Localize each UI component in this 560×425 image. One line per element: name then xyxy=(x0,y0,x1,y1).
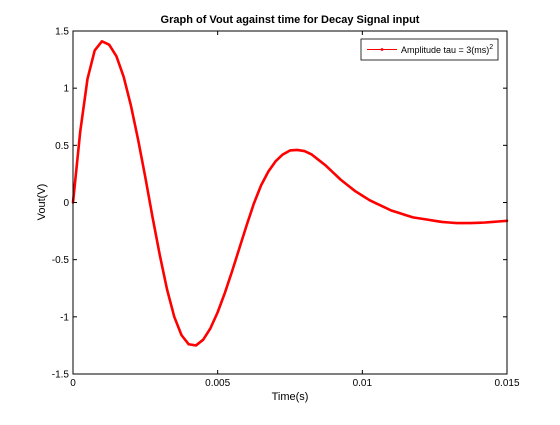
y-tick-label: -0.5 xyxy=(52,255,70,266)
x-tick-label: 0.01 xyxy=(353,378,373,389)
series-layer xyxy=(71,39,509,347)
legend-entry-label: Amplitude tau = 3(ms)2 xyxy=(401,44,493,55)
y-tick-label: 0.5 xyxy=(55,141,69,152)
y-tick-label: -1 xyxy=(60,312,69,323)
ticks-layer: 0 0.005 0.01 0.015 -1.5 -1 -0.5 0 0.5 1 1.5 xyxy=(52,27,520,390)
y-axis-label: Vout(V) xyxy=(36,184,48,221)
x-axis-label: Time(s) xyxy=(272,391,309,403)
y-tick-label: -1.5 xyxy=(52,370,70,381)
y-tick-label: 0 xyxy=(63,198,69,209)
legend-entry-superscript: 2 xyxy=(489,44,493,51)
y-tick-label: 1.5 xyxy=(55,27,69,38)
x-tick-label: 0 xyxy=(70,378,76,389)
legend: Amplitude tau = 3(ms)2 xyxy=(360,38,499,61)
x-tick-label: 0.005 xyxy=(205,378,230,389)
legend-marker xyxy=(380,48,384,51)
legend-entry-text: Amplitude tau = 3(ms) xyxy=(401,45,489,55)
x-tick-label: 0.015 xyxy=(494,378,519,389)
series-line-0 xyxy=(71,39,509,347)
legend-box xyxy=(360,38,499,61)
plot-background xyxy=(73,31,507,374)
chart-title: Graph of Vout against time for Decay Sig… xyxy=(161,14,420,26)
y-tick-label: 1 xyxy=(63,84,69,95)
